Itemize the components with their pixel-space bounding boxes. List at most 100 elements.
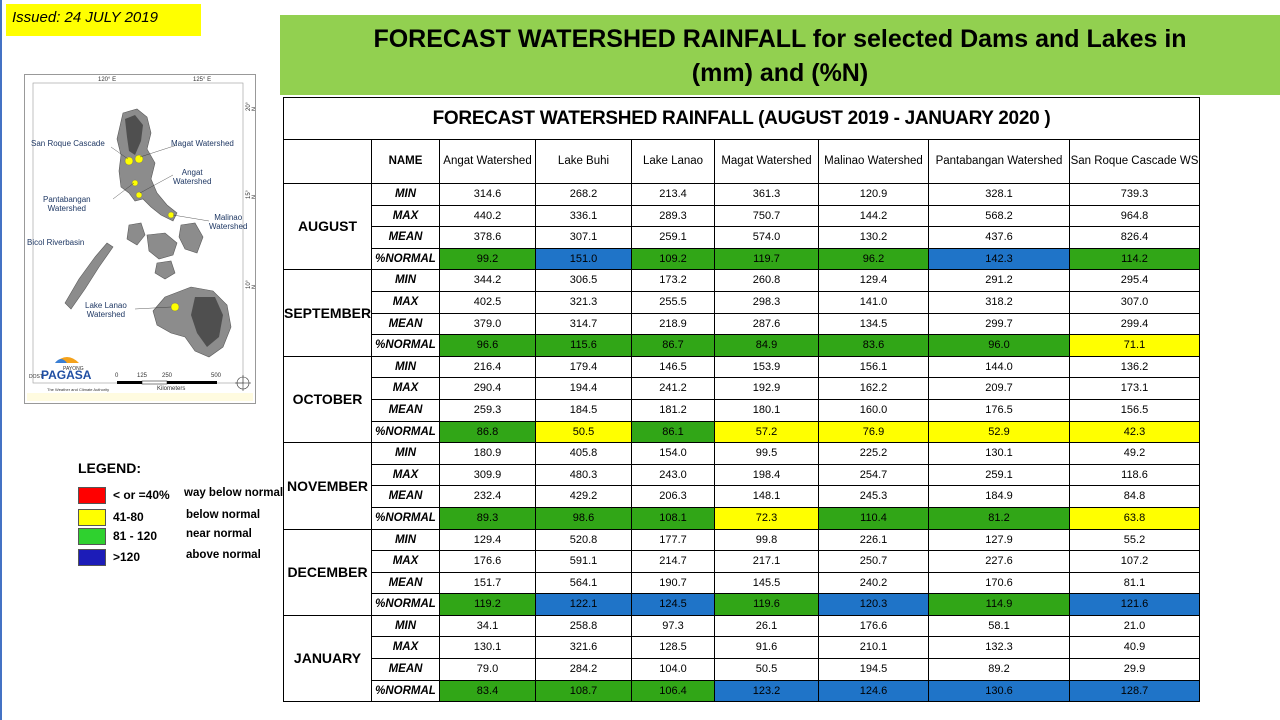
value-cell: 217.1 [714, 550, 819, 573]
value-cell: 361.3 [714, 183, 819, 206]
percent-normal-cell: 109.2 [631, 247, 715, 271]
percent-normal-cell: 42.3 [1069, 420, 1200, 444]
value-cell: 216.4 [439, 355, 536, 379]
value-cell: 306.5 [535, 269, 632, 292]
value-cell: 40.9 [1069, 636, 1200, 660]
month-label: JANUARY [283, 614, 372, 703]
value-cell: 402.5 [439, 290, 536, 314]
coord-15n: 15° N [246, 189, 255, 199]
value-cell: 190.7 [631, 571, 715, 595]
value-cell: 177.7 [631, 528, 715, 552]
percent-normal-cell: 50.5 [535, 420, 632, 444]
value-cell: 232.4 [439, 485, 536, 508]
value-cell: 307.1 [535, 226, 632, 249]
value-cell: 739.3 [1069, 183, 1200, 206]
legend-swatch-blue [78, 549, 106, 566]
header-col: Lake Buhi [535, 139, 632, 184]
table-header-row: NAME Angat Watershed Lake Buhi Lake Lanao M… [283, 139, 1200, 184]
label-san-roque: San Roque Cascade [31, 139, 105, 148]
percent-normal-cell: 98.6 [535, 506, 632, 530]
coord-120e: 120° E [98, 77, 117, 83]
value-cell: 314.6 [439, 183, 536, 206]
value-cell: 173.1 [1069, 377, 1200, 400]
san-roque-marker [124, 156, 134, 166]
stat-label: %NORMAL [371, 506, 440, 530]
value-cell: 429.2 [535, 485, 632, 508]
value-cell: 156.5 [1069, 398, 1200, 422]
value-cell: 160.0 [818, 398, 929, 422]
pantabangan-marker [131, 179, 139, 187]
month-label: DECEMBER [283, 528, 372, 616]
percent-normal-cell: 119.7 [714, 247, 819, 271]
legend-label: way below normal [184, 487, 284, 499]
table-row: AUGUST MIN 314.6 268.2 213.4 361.3 120.9 328.1 7… [283, 182, 1200, 271]
table-row: %NORMAL 83.4 108.7 106.4 123.2 124.6 130.6 128.… [284, 679, 1200, 703]
value-cell: 136.2 [1069, 355, 1200, 379]
stat-label: %NORMAL [371, 679, 440, 703]
header-col: Angat Watershed [439, 139, 536, 184]
stat-label: %NORMAL [371, 247, 440, 271]
value-cell: 260.8 [714, 269, 819, 292]
percent-normal-cell: 63.8 [1069, 506, 1200, 530]
stat-label: MIN [371, 269, 440, 292]
value-cell: 210.1 [818, 636, 929, 660]
scale-500: 500 [211, 373, 222, 379]
value-cell: 34.1 [439, 614, 536, 638]
percent-normal-cell: 124.5 [631, 593, 715, 616]
table-row: MAX 402.5 321.3 255.5 298.3 141.0 318.2 307.0 [284, 290, 1200, 314]
value-cell: 180.9 [439, 442, 536, 465]
value-cell: 146.5 [631, 355, 715, 379]
table-row: %NORMAL 99.2 151.0 109.2 119.7 96.2 142.3 114.2 [284, 247, 1200, 271]
value-cell: 176.6 [818, 614, 929, 638]
legend-range: < or =40% [113, 488, 170, 502]
legend-title: LEGEND: [78, 460, 141, 476]
value-cell: 154.0 [631, 442, 715, 465]
slide-left-border [0, 0, 2, 720]
value-cell: 145.5 [714, 571, 819, 595]
value-cell: 291.2 [928, 269, 1070, 292]
value-cell: 259.1 [928, 463, 1070, 487]
table-row: %NORMAL 89.3 98.6 108.1 72.3 110.4 81.2 63.8 [284, 506, 1200, 530]
percent-normal-cell: 142.3 [928, 247, 1070, 271]
value-cell: 176.5 [928, 398, 1070, 422]
percent-normal-cell: 89.3 [439, 506, 536, 530]
table-row: %NORMAL 96.6 115.6 86.7 84.9 83.6 96.0 71.1 [284, 334, 1200, 357]
stat-label: MEAN [371, 571, 440, 595]
value-cell: 318.2 [928, 290, 1070, 314]
percent-normal-cell: 108.1 [631, 506, 715, 530]
header-col: Lake Lanao [631, 139, 715, 184]
value-cell: 379.0 [439, 312, 536, 336]
percent-normal-cell: 106.4 [631, 679, 715, 703]
percent-normal-cell: 108.7 [535, 679, 632, 703]
value-cell: 127.9 [928, 528, 1070, 552]
percent-normal-cell: 119.2 [439, 593, 536, 616]
value-cell: 213.4 [631, 183, 715, 206]
value-cell: 214.7 [631, 550, 715, 573]
value-cell: 192.9 [714, 377, 819, 400]
value-cell: 184.5 [535, 398, 632, 422]
stat-label: MIN [371, 355, 440, 379]
stat-label: MEAN [371, 398, 440, 422]
percent-normal-cell: 52.9 [928, 420, 1070, 444]
value-cell: 206.3 [631, 485, 715, 508]
percent-normal-cell: 120.3 [818, 593, 929, 616]
label-pantabangan: Pantabangan Watershed [43, 195, 91, 213]
value-cell: 321.6 [535, 636, 632, 660]
scale-125: 125 [137, 373, 148, 379]
value-cell: 314.7 [535, 312, 632, 336]
legend-range: 81 - 120 [113, 529, 158, 543]
logo-dost: DOST [29, 374, 43, 380]
legend-range: 41-80 [113, 510, 144, 524]
table-row: MEAN 379.0 314.7 218.9 287.6 134.5 299.7 299.4 [284, 312, 1200, 336]
value-cell: 218.9 [631, 312, 715, 336]
label-bicol: Bicol Riverbasin [27, 238, 85, 247]
stat-label: MEAN [371, 485, 440, 508]
legend-swatch-red [78, 487, 106, 504]
stat-label: MAX [371, 377, 440, 400]
logo-tagline: The Weather and Climate Authority [47, 387, 110, 392]
value-cell: 344.2 [439, 269, 536, 292]
month-label: OCTOBER [283, 355, 372, 444]
stat-label: MAX [371, 550, 440, 573]
value-cell: 58.1 [928, 614, 1070, 638]
legend-swatch-green [78, 528, 106, 545]
